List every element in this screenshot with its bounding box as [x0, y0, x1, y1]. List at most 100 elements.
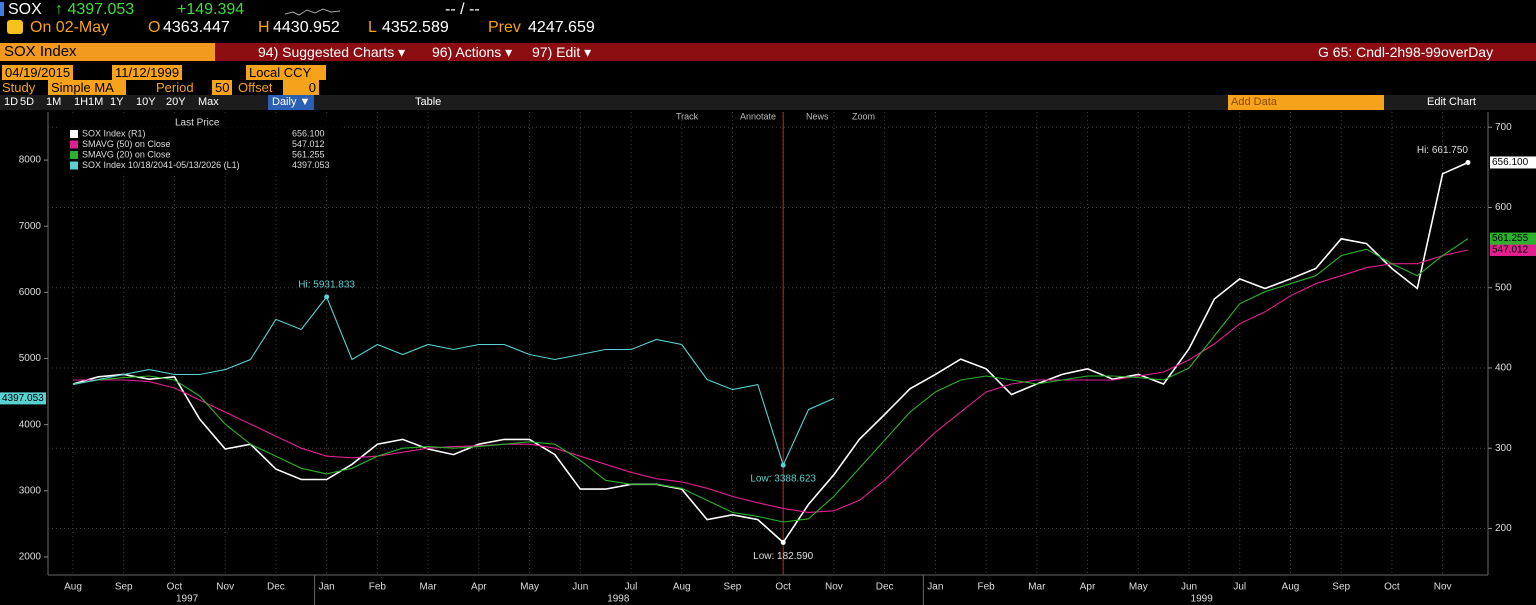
legend-swatch [70, 161, 78, 170]
legend-value: 656.100 [292, 128, 325, 138]
legend-value: 547.012 [292, 139, 325, 149]
add-data[interactable]: Add Data [1228, 95, 1384, 110]
study[interactable]: Simple MA [48, 80, 126, 95]
value-tag-label: 547.012 [1492, 245, 1529, 256]
annotation: Low: 182.590 [753, 551, 813, 562]
period-label: Period [156, 80, 194, 95]
menu-item[interactable]: 97) Edit ▾ [532, 44, 592, 60]
info-icon[interactable] [7, 20, 23, 34]
offset[interactable]: 0 [283, 80, 319, 95]
bid-ask: -- / -- [445, 1, 480, 18]
menu-item[interactable]: 96) Actions ▾ [432, 44, 513, 60]
range-tab[interactable]: Max [198, 96, 219, 108]
value-tag-label: 656.100 [1492, 157, 1529, 168]
x-tick-label: Oct [167, 582, 183, 593]
x-tick-label: Jul [1233, 582, 1246, 593]
y2-tick-label: 200 [1495, 523, 1512, 534]
annotation-dot [780, 539, 786, 545]
sparkline [285, 8, 340, 16]
legend-value: 561.255 [292, 149, 325, 159]
chart-tool[interactable]: Annotate [740, 111, 776, 121]
end-date[interactable]: 11/12/1999 [112, 65, 183, 80]
start-date[interactable]: 04/19/2015 [2, 65, 74, 80]
currency[interactable]: Local CCY [246, 65, 326, 80]
study-label: Study [2, 80, 36, 95]
high-label: H [258, 19, 270, 36]
annotation: Hi: 5931.833 [298, 280, 355, 291]
annotation-dot [780, 462, 786, 468]
low-label: L [368, 19, 377, 36]
chart-tool[interactable]: Zoom [852, 111, 875, 121]
legend-box [60, 116, 342, 176]
range-tab[interactable]: 1Y [110, 96, 124, 108]
x-tick-label: Sep [724, 582, 742, 593]
table-button[interactable]: Table [415, 96, 442, 108]
tab-bar [0, 95, 1536, 110]
y2-tick-label: 500 [1495, 282, 1512, 293]
x-tick-label: May [520, 582, 539, 593]
x-tick-label: Apr [471, 582, 487, 593]
prev-value: 4247.659 [528, 19, 595, 36]
y2-tick-label: 400 [1495, 363, 1512, 374]
x-tick-label: Aug [1282, 582, 1300, 593]
y2-tick-label: 700 [1495, 122, 1512, 133]
period[interactable]: 50 [212, 80, 233, 95]
legend-value: 4397.053 [292, 160, 330, 170]
x-tick-label: Oct [1384, 582, 1400, 593]
chart-tool[interactable]: News [806, 111, 829, 121]
x-tick-label: Sep [1332, 582, 1350, 593]
y2-tick-label: 600 [1495, 202, 1512, 213]
x-tick-label: May [1129, 582, 1148, 593]
series-line [72, 161, 1469, 544]
x-tick-label: Dec [876, 582, 894, 593]
x-tick-label: Nov [825, 582, 843, 593]
legend-swatch [70, 140, 78, 149]
year-label: 1999 [1191, 594, 1214, 605]
x-tick-label: Feb [977, 582, 995, 593]
range-tab[interactable]: 1H1M [74, 96, 104, 108]
chart-tool[interactable]: Track [676, 111, 699, 121]
y-tick-label: 7000 [19, 221, 42, 232]
menu-item[interactable]: 94) Suggested Charts ▾ [258, 44, 406, 60]
low-value: 4352.589 [382, 19, 449, 36]
year-label: 1998 [607, 594, 630, 605]
range-tab[interactable]: 1M [46, 96, 62, 108]
edit-chart[interactable]: Edit Chart [1427, 96, 1476, 108]
open-value: 4363.447 [163, 19, 230, 36]
last-price: ↑ 4397.053 [55, 1, 135, 18]
legend-swatch [70, 151, 78, 159]
range-tab[interactable]: 1D [4, 96, 19, 108]
frequency[interactable]: Daily ▼ [268, 95, 315, 110]
x-tick-label: Aug [64, 582, 82, 593]
range-tab[interactable]: 5D [20, 96, 35, 108]
legend-title: Last Price [175, 118, 220, 129]
x-tick-label: Jan [319, 582, 335, 593]
value-tag [1490, 244, 1536, 257]
value-tag-label: 4397.053 [2, 393, 44, 404]
x-tick-label: Jun [572, 582, 588, 593]
chart-name: G 65: Cndl-2h98-99overDay [1318, 44, 1494, 60]
ticker: SOX [8, 1, 42, 18]
chart: 200 300 400 500 600 700 2000 3000 4000 5000 6000 70… [0, 111, 1536, 605]
range-tab[interactable]: 20Y [166, 96, 186, 108]
year-label: 1997 [176, 594, 199, 605]
legend-swatch [70, 130, 78, 138]
legend-entry: SOX Index (R1) [82, 128, 146, 138]
y-tick-label: 6000 [19, 287, 42, 298]
menu-bar [0, 43, 1536, 61]
legend-entry: SOX Index 10/18/2041-05/13/2026 (L1) [82, 160, 240, 170]
x-tick-label: Apr [1080, 582, 1096, 593]
value-tag-label: 561.255 [1492, 233, 1529, 244]
legend-entry: SMAVG (50) on Close [82, 139, 170, 149]
legend-entry: SMAVG (20) on Close [82, 149, 170, 159]
x-tick-label: Mar [419, 582, 437, 593]
range-tab[interactable]: 10Y [136, 96, 156, 108]
x-tick-label: Nov [216, 582, 234, 593]
annotation-dot [1465, 159, 1471, 165]
series-line [72, 238, 1469, 523]
y-tick-label: 8000 [19, 155, 42, 166]
open-label: O [148, 19, 161, 36]
y-tick-label: 3000 [19, 485, 42, 496]
ticker-flag [0, 2, 4, 16]
